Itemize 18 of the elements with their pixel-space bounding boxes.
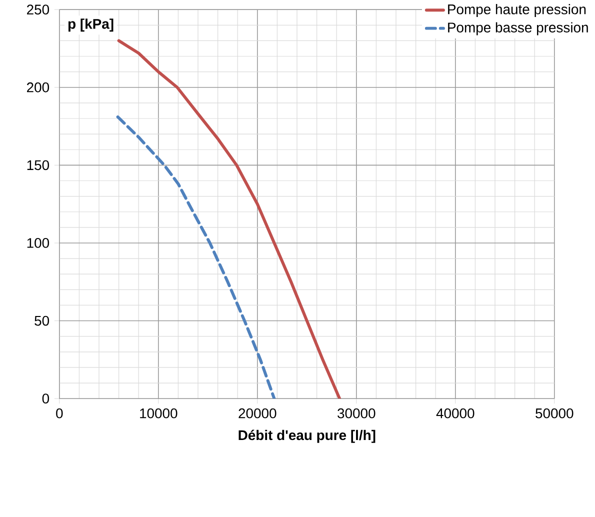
y-tick-label: 200 [27, 82, 50, 92]
line-series [117, 39, 342, 399]
legend-label: Pompe basse pression [448, 22, 588, 36]
y-tick-label: 150 [27, 160, 50, 170]
x-tick-label: 40000 [436, 408, 474, 418]
x-tick-label: 10000 [140, 408, 178, 418]
y-axis-title: p [kPa] [68, 18, 114, 32]
y-tick-label: 100 [27, 238, 50, 248]
x-tick-label: 20000 [238, 408, 276, 418]
x-tick-label: 0 [56, 408, 63, 418]
x-tick-label: 50000 [536, 408, 574, 418]
legend-label: Pompe haute pression [448, 4, 586, 18]
x-axis-title: Débit d'eau pure [l/h] [238, 430, 376, 443]
x-tick-label: 30000 [338, 408, 376, 418]
y-tick-label: 0 [42, 394, 50, 404]
line-series [116, 116, 276, 399]
y-tick-label: 50 [34, 316, 50, 326]
y-tick-label: 250 [27, 4, 50, 15]
